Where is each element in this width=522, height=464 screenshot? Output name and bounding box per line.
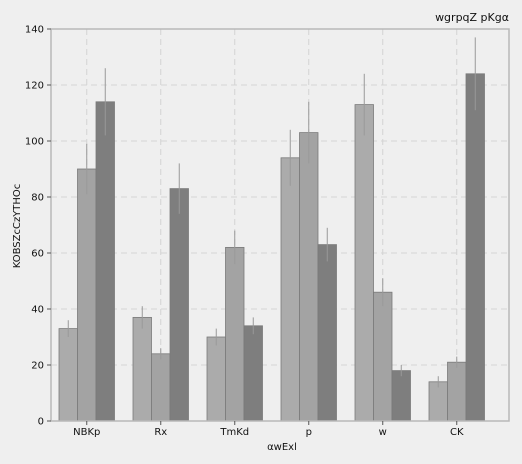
bar bbox=[169, 188, 189, 422]
x-axis-title: αwExl bbox=[267, 442, 297, 453]
bar bbox=[95, 101, 115, 422]
y-axis-ticks: 0 20 40 60 80 100 120 140 bbox=[25, 25, 51, 428]
x-tick-label: w bbox=[379, 427, 387, 438]
x-tick-label: Rx bbox=[154, 427, 167, 438]
x-tick-label: CK bbox=[450, 427, 464, 438]
y-tick-label: 40 bbox=[31, 305, 44, 316]
bar bbox=[317, 244, 337, 422]
x-tick-label: NBKp bbox=[73, 427, 100, 438]
x-tick-label: TmKd bbox=[219, 427, 249, 438]
bar bbox=[280, 157, 300, 422]
x-tick-label: p bbox=[306, 427, 312, 438]
y-tick-label: 140 bbox=[25, 25, 44, 36]
y-tick-label: 80 bbox=[31, 193, 44, 204]
y-tick-label: 120 bbox=[25, 81, 44, 92]
bar bbox=[77, 168, 97, 422]
bar bbox=[243, 325, 263, 422]
grid-layer bbox=[51, 28, 509, 422]
bar bbox=[428, 381, 448, 422]
y-tick-label: 100 bbox=[25, 137, 44, 148]
bar bbox=[465, 73, 485, 422]
bar bbox=[58, 328, 78, 422]
bar bbox=[373, 291, 393, 422]
y-axis-title: KOBSZcCzYTHOc bbox=[12, 184, 23, 269]
y-tick-label: 60 bbox=[31, 249, 44, 260]
bar bbox=[132, 316, 152, 422]
bar bbox=[206, 336, 226, 422]
error-bars-layer bbox=[67, 37, 476, 388]
x-axis-ticks: NBKp Rx TmKd p w CK bbox=[73, 421, 464, 438]
plot-frame bbox=[50, 28, 510, 422]
bar bbox=[354, 104, 374, 422]
bar bbox=[299, 132, 319, 422]
bar bbox=[447, 361, 467, 422]
y-tick-label: 0 bbox=[38, 417, 44, 428]
bar bbox=[151, 353, 171, 422]
bar bbox=[391, 370, 411, 422]
chart-title: wgrpqZ pKgα bbox=[435, 11, 509, 24]
bar bbox=[225, 246, 245, 422]
bars-layer bbox=[58, 73, 485, 422]
y-tick-label: 20 bbox=[31, 361, 44, 372]
